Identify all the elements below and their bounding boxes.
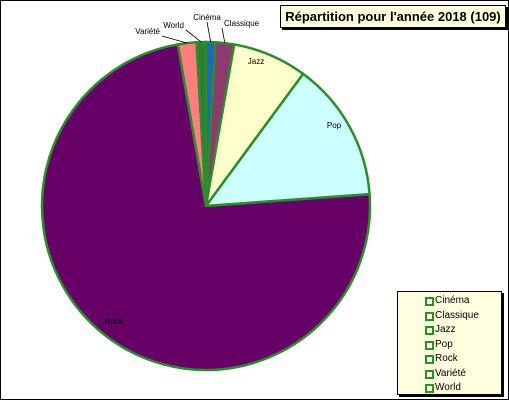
legend-item-jazz: Jazz [398, 323, 501, 338]
leader-line-cinema [206, 21, 212, 43]
legend-label: Pop [435, 338, 453, 350]
legend-swatch [425, 297, 434, 306]
legend-item-cinema: Cinéma [398, 294, 501, 309]
legend: Cinéma Classique Jazz Pop Rock Variété W… [397, 291, 502, 395]
legend-swatch [425, 311, 434, 321]
legend-item-pop: Pop [398, 338, 501, 353]
legend-swatch [425, 340, 434, 350]
leader-line-variete [161, 35, 188, 44]
pie-slice-world [195, 40, 208, 207]
slice-label-cinema: Cinéma [193, 13, 221, 22]
leader-line-world [185, 29, 202, 43]
chart-title: Répartition pour l'année 2018 (109) [280, 5, 506, 28]
pie-slice-rock [40, 42, 372, 372]
legend-label: Cinéma [435, 295, 470, 306]
legend-label: Classique [435, 309, 479, 321]
legend-label: Jazz [435, 324, 456, 335]
legend-item-rock: Rock [398, 352, 501, 367]
legend-label: Rock [435, 353, 458, 364]
slice-label-classique: Classique [224, 19, 260, 28]
slice-label-pop: Pop [327, 121, 342, 130]
slice-label-jazz: Jazz [248, 57, 264, 66]
slice-label-rock: Rock [105, 317, 124, 326]
slice-label-world: World [163, 21, 184, 30]
legend-item-world: World [398, 381, 501, 396]
leader-line-classique [221, 27, 226, 44]
legend-swatch [425, 384, 434, 393]
legend-swatch [425, 355, 434, 364]
pie-slice-pop [203, 72, 371, 208]
legend-swatch [425, 369, 434, 379]
legend-item-variete: Variété [398, 367, 501, 382]
legend-label: Variété [435, 367, 466, 379]
legend-swatch [425, 326, 434, 335]
slice-label-variete: Variété [135, 27, 160, 36]
legend-label: World [435, 382, 461, 393]
legend-item-classique: Classique [398, 309, 501, 324]
